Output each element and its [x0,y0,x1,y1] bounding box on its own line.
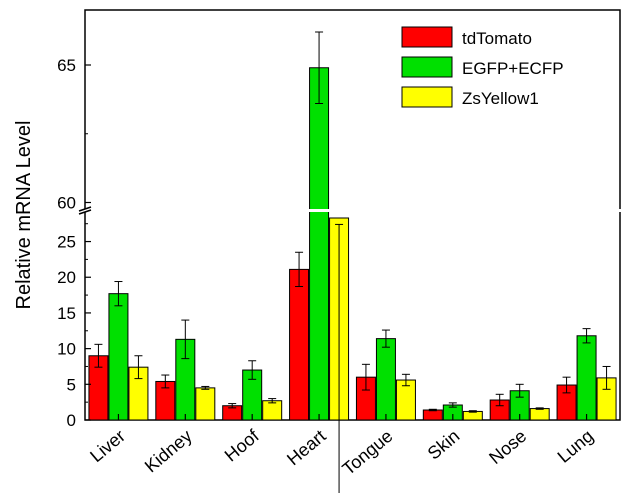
plot-frame [84,9,621,421]
legend-swatch [401,86,453,108]
bar [375,338,396,421]
bar [195,387,216,421]
legend-label: ZsYellow1 [462,89,539,108]
y-tick-label: 25 [57,233,76,252]
bar [309,67,330,421]
y-tick-label: 0 [67,411,76,430]
y-axis-label: Relative mRNA Level [13,121,35,310]
x-tick-label: Liver [86,426,129,466]
y-tick-label: 20 [57,268,76,287]
bar [529,408,550,421]
y-tick-label: 60 [57,194,76,213]
y-tick-label: 15 [57,304,76,323]
x-tick-label: Hoof [221,425,264,465]
x-tick-label: Skin [424,426,464,464]
x-tick-label: Heart [283,426,330,470]
legend-label: EGFP+ECFP [462,59,564,78]
axis-break-mark [78,206,92,212]
x-tick-label: Tongue [338,426,396,479]
axis-break-gap [84,209,621,212]
x-tick-label: Nose [485,426,530,468]
x-tick-label: Lung [554,426,598,467]
bar [108,293,129,421]
legend-swatch [401,56,453,78]
legend-label: tdTomato [462,29,532,48]
x-tick-label: Kidney [141,426,196,477]
legend-swatch [401,26,453,48]
y-tick-label: 5 [67,375,76,394]
axis-break-mark [78,209,92,215]
bar [576,335,597,421]
bar [262,400,283,421]
bar [462,410,483,421]
bar [289,268,310,421]
y-tick-label: 65 [57,56,76,75]
y-tick-label: 10 [57,340,76,359]
bar [422,409,443,421]
